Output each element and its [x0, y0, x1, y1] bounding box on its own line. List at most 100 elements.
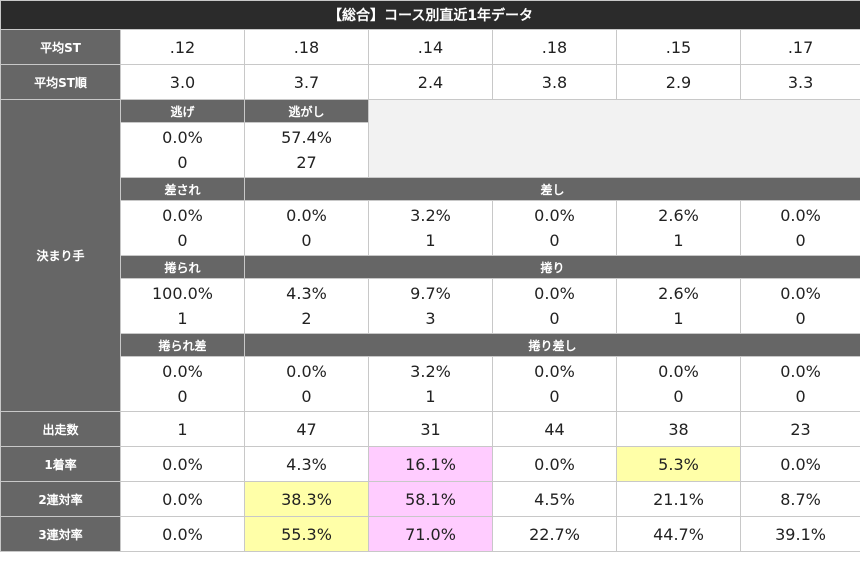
- makuri-sashi-course-5: 0.0% 0: [616, 356, 741, 412]
- table-title: 【総合】コース別直近1年データ: [0, 0, 860, 30]
- trio-rate-course-2: 55.3%: [244, 516, 369, 552]
- avg-st-course-2: .18: [244, 29, 369, 65]
- makuri-sashi-course-6: 0.0% 0: [739, 356, 860, 412]
- win-rate-course-5: 5.3%: [616, 446, 741, 482]
- sashi-pct: 2.6%: [658, 206, 699, 225]
- makuri-sashi-count: 1: [425, 387, 436, 406]
- makuri-count: 0: [549, 309, 560, 328]
- kimarite-label: 決まり手: [0, 99, 121, 412]
- trio-rate-label: 3連対率: [0, 516, 121, 552]
- avg-st-rank-course-5: 2.9: [616, 64, 741, 100]
- makuri-sashi-pct: 0.0%: [658, 362, 699, 381]
- makuri-sashi-count: 0: [549, 387, 560, 406]
- nigashi-label: 逃がし: [244, 99, 369, 123]
- makuri-count: 2: [301, 309, 312, 328]
- makurare-sashi-count: 0: [177, 387, 188, 406]
- avg-st-rank-course-4: 3.8: [492, 64, 617, 100]
- win-rate-course-2: 4.3%: [244, 446, 369, 482]
- avg-st-course-3: .14: [368, 29, 493, 65]
- starts-course-1: 1: [120, 411, 245, 447]
- quinella-rate-course-4: 4.5%: [492, 481, 617, 517]
- makurare-value: 100.0% 1: [120, 278, 245, 334]
- makuri-sashi-pct: 0.0%: [286, 362, 327, 381]
- avg-st-rank-course-1: 3.0: [120, 64, 245, 100]
- makuri-sashi-pct: 0.0%: [534, 362, 575, 381]
- makurare-pct: 100.0%: [151, 284, 213, 303]
- sasare-label: 差され: [120, 177, 245, 201]
- makuri-sashi-course-2: 0.0% 0: [244, 356, 369, 412]
- quinella-rate-course-3: 58.1%: [368, 481, 493, 517]
- nige-pct: 0.0%: [162, 128, 203, 147]
- quinella-rate-course-2: 38.3%: [244, 481, 369, 517]
- makuri-count: 0: [795, 309, 806, 328]
- starts-course-3: 31: [368, 411, 493, 447]
- sashi-count: 0: [549, 231, 560, 250]
- makurare-label: 捲られ: [120, 255, 245, 279]
- avg-st-course-4: .18: [492, 29, 617, 65]
- makuri-count: 1: [673, 309, 684, 328]
- trio-rate-course-1: 0.0%: [120, 516, 245, 552]
- starts-course-5: 38: [616, 411, 741, 447]
- makuri-pct: 9.7%: [410, 284, 451, 303]
- makuri-count: 3: [425, 309, 436, 328]
- empty-cell: [367, 99, 860, 178]
- nigashi-count: 27: [296, 153, 317, 172]
- makuri-sashi-course-4: 0.0% 0: [492, 356, 617, 412]
- avg-st-course-1: .12: [120, 29, 245, 65]
- win-rate-label: 1着率: [0, 446, 121, 482]
- sashi-count: 1: [425, 231, 436, 250]
- sashi-pct: 0.0%: [286, 206, 327, 225]
- win-rate-course-4: 0.0%: [492, 446, 617, 482]
- nigashi-pct: 57.4%: [281, 128, 332, 147]
- avg-st-course-6: .17: [739, 29, 860, 65]
- makuri-sashi-pct: 0.0%: [780, 362, 821, 381]
- makurare-sashi-label: 捲られ差: [120, 333, 245, 357]
- trio-rate-course-4: 22.7%: [492, 516, 617, 552]
- nige-label: 逃げ: [120, 99, 245, 123]
- sashi-pct: 0.0%: [534, 206, 575, 225]
- makurare-sashi-pct: 0.0%: [162, 362, 203, 381]
- sashi-pct: 3.2%: [410, 206, 451, 225]
- sasare-value: 0.0% 0: [120, 200, 245, 256]
- makuri-pct: 4.3%: [286, 284, 327, 303]
- trio-rate-course-3: 71.0%: [368, 516, 493, 552]
- quinella-rate-course-6: 8.7%: [739, 481, 860, 517]
- trio-rate-course-6: 39.1%: [739, 516, 860, 552]
- sashi-count: 0: [301, 231, 312, 250]
- avg-st-label: 平均ST: [0, 29, 121, 65]
- makuri-sashi-label: 捲り差し: [243, 333, 860, 357]
- makuri-pct: 0.0%: [534, 284, 575, 303]
- makuri-sashi-count: 0: [301, 387, 312, 406]
- nige-count: 0: [177, 153, 188, 172]
- makuri-course-4: 0.0% 0: [492, 278, 617, 334]
- quinella-rate-label: 2連対率: [0, 481, 121, 517]
- sashi-course-3: 3.2% 1: [368, 200, 493, 256]
- makurare-count: 1: [177, 309, 188, 328]
- starts-course-4: 44: [492, 411, 617, 447]
- avg-st-course-5: .15: [616, 29, 741, 65]
- nige-value: 0.0% 0: [120, 122, 245, 178]
- avg-st-rank-label: 平均ST順: [0, 64, 121, 100]
- nigashi-value: 57.4% 27: [244, 122, 369, 178]
- avg-st-rank-course-6: 3.3: [739, 64, 860, 100]
- sashi-course-2: 0.0% 0: [244, 200, 369, 256]
- makuri-sashi-pct: 3.2%: [410, 362, 451, 381]
- sashi-course-4: 0.0% 0: [492, 200, 617, 256]
- sashi-label: 差し: [243, 177, 860, 201]
- avg-st-rank-course-2: 3.7: [244, 64, 369, 100]
- quinella-rate-course-1: 0.0%: [120, 481, 245, 517]
- makuri-course-6: 0.0% 0: [739, 278, 860, 334]
- makurare-sashi-value: 0.0% 0: [120, 356, 245, 412]
- starts-course-2: 47: [244, 411, 369, 447]
- sashi-pct: 0.0%: [780, 206, 821, 225]
- sashi-course-6: 0.0% 0: [739, 200, 860, 256]
- makuri-label: 捲り: [243, 255, 860, 279]
- makuri-course-3: 9.7% 3: [368, 278, 493, 334]
- makuri-sashi-count: 0: [795, 387, 806, 406]
- win-rate-course-1: 0.0%: [120, 446, 245, 482]
- sasare-count: 0: [177, 231, 188, 250]
- makuri-sashi-course-3: 3.2% 1: [368, 356, 493, 412]
- makuri-pct: 2.6%: [658, 284, 699, 303]
- makuri-course-5: 2.6% 1: [616, 278, 741, 334]
